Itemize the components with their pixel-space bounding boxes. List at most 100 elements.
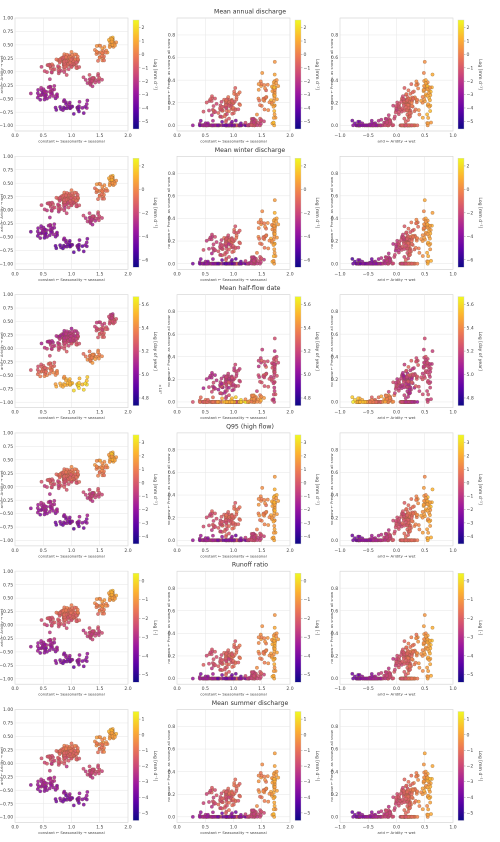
colorbar-tick-label: 2 (304, 25, 307, 31)
colorbar-label: Log [mm d⁻¹] (477, 59, 483, 90)
y-tick-label: 0.0 (168, 538, 175, 544)
data-point (64, 73, 69, 77)
data-point (407, 526, 412, 530)
data-point (379, 256, 384, 260)
data-point (97, 76, 102, 80)
data-point (429, 397, 433, 401)
data-point (224, 236, 229, 241)
x-tick-label: 2.0 (124, 271, 131, 277)
data-point (233, 86, 238, 90)
data-point (206, 398, 210, 402)
data-point (62, 236, 67, 241)
data-point (206, 259, 210, 264)
data-point (420, 371, 425, 376)
y-tick-label: 0.0 (331, 538, 338, 544)
data-point (56, 617, 60, 622)
data-point (43, 227, 47, 232)
data-point (49, 230, 53, 235)
data-point (230, 258, 234, 262)
data-point (42, 69, 47, 73)
data-point (227, 662, 231, 667)
data-point (94, 320, 99, 325)
data-point (255, 251, 259, 255)
data-point (358, 538, 363, 543)
data-point (94, 49, 99, 54)
data-point (204, 377, 209, 381)
colorbar-tick-label: 2 (467, 454, 470, 460)
x-axis-label: constant ← Seasonality → seasonal (200, 692, 266, 697)
data-point (56, 621, 61, 626)
y-axis-label: arid ← Aridity → wet (0, 332, 4, 370)
data-point (29, 644, 33, 649)
colorbar-tick-label: 0 (142, 187, 145, 193)
scatter-panel: 0.0 0.5 1.0 1.5 2.01.000.750.500.250.00−0.25… (0, 569, 158, 697)
y-tick-label: −0.75 (0, 525, 13, 531)
data-point (230, 376, 235, 380)
data-point (231, 659, 235, 663)
data-point (64, 55, 68, 59)
data-point (420, 95, 425, 99)
data-point (259, 394, 264, 399)
data-point (109, 39, 114, 44)
data-point (260, 71, 265, 75)
data-point (62, 336, 67, 341)
data-point (64, 608, 68, 613)
data-point (271, 254, 276, 259)
x-tick-label: 1.0 (68, 133, 75, 139)
data-point (29, 368, 33, 372)
colorbar-tick-label: 5.0 (304, 372, 311, 378)
data-point (350, 395, 355, 400)
data-point (416, 384, 421, 389)
data-point (69, 465, 74, 469)
data-point (405, 513, 410, 518)
data-point (428, 247, 433, 252)
data-point (201, 248, 206, 252)
data-point (64, 470, 68, 474)
data-point (238, 103, 242, 107)
y-tick-label: −1.00 (0, 676, 13, 682)
y-tick-label: −1.00 (0, 400, 13, 406)
data-point (255, 665, 259, 670)
colorbar-tick-label: 4.8 (304, 396, 311, 402)
data-point (74, 480, 79, 485)
x-tick-label: 1.0 (449, 410, 456, 416)
colorbar-tick-label: 5.6 (304, 302, 311, 308)
data-point (263, 363, 267, 367)
y-tick-label: 0.75 (3, 29, 13, 35)
data-point (406, 503, 411, 508)
data-point (265, 636, 270, 640)
data-point (272, 72, 277, 77)
data-point (416, 661, 421, 666)
colorbar-label: Log [-] (152, 620, 158, 635)
y-tick-label: 0.8 (168, 586, 175, 592)
y-tick-label: 0.00 (3, 208, 13, 214)
data-point (266, 384, 271, 389)
data-point (356, 258, 361, 262)
data-point (49, 225, 53, 229)
data-point (67, 239, 72, 243)
data-point (274, 354, 279, 359)
y-tick-label: 0.25 (3, 194, 13, 200)
data-point (409, 239, 414, 243)
data-point (232, 506, 236, 511)
data-point (77, 242, 81, 247)
data-point (415, 538, 420, 543)
y-tick-label: 0.50 (3, 457, 13, 463)
data-point (271, 519, 276, 524)
data-point (219, 105, 224, 109)
colorbar (457, 434, 465, 545)
data-point (56, 64, 60, 69)
data-point (62, 651, 67, 656)
data-point (255, 112, 259, 117)
colorbar-tick-label: 0 (304, 480, 307, 486)
x-tick-label: 0.0 (11, 271, 18, 277)
data-point (198, 395, 203, 400)
data-point (420, 648, 425, 652)
data-point (230, 514, 235, 519)
data-point (420, 233, 425, 238)
colorbar-tick-label: −3 (304, 635, 311, 641)
data-point (211, 380, 216, 385)
data-point (71, 112, 76, 116)
